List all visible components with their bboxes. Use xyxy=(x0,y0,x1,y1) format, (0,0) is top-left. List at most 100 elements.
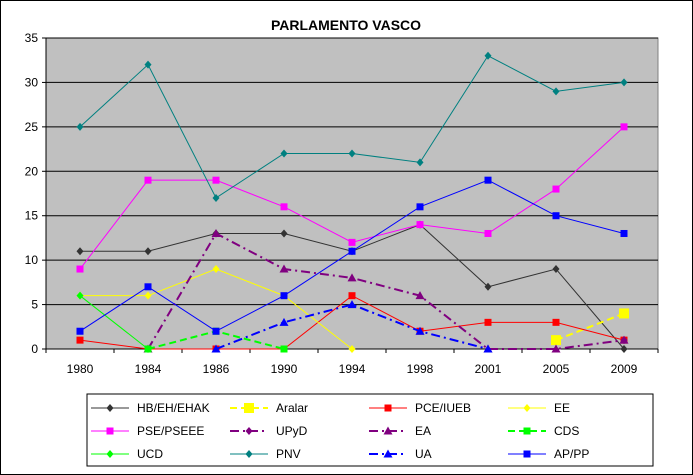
data-point-hb-eh-ehak xyxy=(620,345,628,353)
data-point-pce-iueb xyxy=(76,336,84,344)
legend-label: PNV xyxy=(276,447,301,461)
legend-item-ee: EE xyxy=(508,401,570,415)
series-pnv xyxy=(76,51,628,202)
y-tick-label: 30 xyxy=(25,75,39,89)
legend-swatch-marker xyxy=(523,427,531,435)
legend-swatch-marker xyxy=(106,404,114,412)
data-point-ea xyxy=(211,228,221,237)
legend-label: UPyD xyxy=(276,424,308,438)
data-point-ee xyxy=(212,265,220,274)
data-point-pse-pseee xyxy=(484,229,492,237)
data-point-pnv xyxy=(280,149,288,158)
data-point-pnv xyxy=(348,149,356,158)
legend-label: UCD xyxy=(137,447,163,461)
legend-swatch-marker xyxy=(383,426,393,435)
plot-area: 0 5 10 15 20 25 30 35 1980 1984 1986 1990 1994 1998 20… xyxy=(25,31,659,376)
data-point-hb-eh-ehak xyxy=(76,247,84,256)
legend-label: EA xyxy=(415,424,431,438)
series-line-ucd xyxy=(79,295,149,350)
data-point-ap-pp xyxy=(552,212,560,220)
x-tick-label: 1990 xyxy=(271,362,298,376)
series-ucd xyxy=(76,291,152,353)
data-point-pnv xyxy=(552,87,560,96)
data-point-pce-iueb xyxy=(484,318,492,326)
y-tick-label: 20 xyxy=(25,164,39,178)
series-ua xyxy=(211,300,493,353)
data-point-ea xyxy=(279,264,289,273)
data-point-pnv xyxy=(144,60,152,69)
data-point-hb-eh-ehak xyxy=(484,282,492,291)
data-point-pse-pseee xyxy=(76,265,84,273)
legend-swatch-marker xyxy=(245,450,253,458)
legend-swatch-marker xyxy=(244,403,254,413)
data-point-pnv xyxy=(212,193,220,202)
x-tick-label: 1986 xyxy=(203,362,230,376)
y-tick-label: 5 xyxy=(31,298,38,312)
legend-swatch-marker xyxy=(523,450,531,458)
legend-label: CDS xyxy=(554,424,579,438)
x-tick-label: 2005 xyxy=(543,362,570,376)
legend-item-upyd: UPyD xyxy=(230,424,308,438)
legend-swatch-marker xyxy=(245,427,253,435)
data-point-pse-pseee xyxy=(144,176,152,184)
legend-label: AP/PP xyxy=(554,447,589,461)
legend-label: Aralar xyxy=(276,401,308,415)
legend-label: HB/EH/EHAK xyxy=(137,401,210,415)
data-point-pse-pseee xyxy=(620,123,628,131)
x-tick-label: 1984 xyxy=(135,362,162,376)
data-point-ap-pp xyxy=(76,327,84,335)
data-point-ucd xyxy=(144,345,152,353)
data-point-ua xyxy=(415,326,425,335)
y-tick-label: 35 xyxy=(25,31,39,45)
data-point-ap-pp xyxy=(416,203,424,211)
data-point-pse-pseee xyxy=(552,185,560,193)
legend-swatch-marker xyxy=(383,449,393,458)
legend-item-ucd: UCD xyxy=(91,447,163,461)
data-point-pse-pseee xyxy=(212,176,220,184)
data-point-ua xyxy=(279,317,289,326)
data-point-ea xyxy=(551,344,561,353)
x-tick-label: 1980 xyxy=(67,362,94,376)
data-point-ea xyxy=(347,273,357,282)
legend: HB/EH/EHAK Aralar PCE/IUEB EE PSE/PSEEE UPyD E… xyxy=(86,393,654,467)
data-point-ap-pp xyxy=(280,292,288,300)
data-point-pse-pseee xyxy=(348,238,356,246)
legend-label: EE xyxy=(554,401,570,415)
data-point-ee xyxy=(348,345,356,353)
legend-item-cds: CDS xyxy=(508,424,579,438)
legend-swatch-marker xyxy=(106,450,114,458)
chart-title: PARLAMENTO VASCO xyxy=(271,17,421,33)
data-point-ua xyxy=(347,300,357,309)
data-point-aralar xyxy=(619,308,629,319)
data-point-hb-eh-ehak xyxy=(552,265,560,274)
data-point-hb-eh-ehak xyxy=(280,229,288,238)
series-line-ea xyxy=(147,232,625,350)
legend-item-ea: EA xyxy=(369,424,431,438)
legend-item-pnv: PNV xyxy=(230,447,301,461)
data-point-ap-pp xyxy=(620,229,628,237)
legend-item-ua: UA xyxy=(369,447,432,461)
data-point-ap-pp xyxy=(348,247,356,255)
data-point-ee xyxy=(144,291,152,300)
data-point-hb-eh-ehak xyxy=(144,247,152,256)
x-tick-label: 2009 xyxy=(611,362,638,376)
legend-item-ap-pp: AP/PP xyxy=(508,447,589,461)
y-tick-label: 25 xyxy=(25,120,39,134)
data-point-pnv xyxy=(416,158,424,167)
data-point-pnv xyxy=(76,122,84,131)
y-tick-label: 15 xyxy=(25,209,39,223)
data-point-ua xyxy=(211,344,221,353)
y-tick-label: 0 xyxy=(31,342,38,356)
data-point-ap-pp xyxy=(144,283,152,291)
legend-swatch-marker xyxy=(523,404,531,412)
legend-swatch-marker xyxy=(384,404,392,412)
data-point-pse-pseee xyxy=(280,203,288,211)
series-ap-pp xyxy=(76,176,628,335)
data-point-aralar xyxy=(551,335,561,346)
legend-label: PSE/PSEEE xyxy=(137,424,204,438)
data-point-pse-pseee xyxy=(416,221,424,229)
legend-item-pse-pseee: PSE/PSEEE xyxy=(91,424,204,438)
data-point-cds xyxy=(280,345,288,353)
legend-item-hb-eh-ehak: HB/EH/EHAK xyxy=(91,401,210,415)
